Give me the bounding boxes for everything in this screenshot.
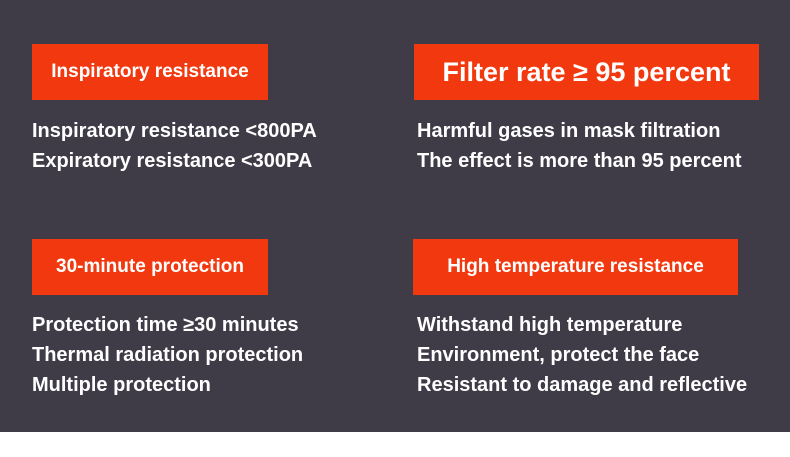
feature-panel: Inspiratory resistance Inspiratory resis… [0,0,790,432]
feature-line: Protection time ≥30 minutes [32,314,299,336]
feature-line: Inspiratory resistance <800PA [32,120,317,142]
feature-line: Expiratory resistance <300PA [32,150,313,172]
feature-description-high-temperature-resistance: Withstand high temperature Environment, … [417,310,747,400]
feature-line: Withstand high temperature [417,314,683,336]
feature-description-30-minute-protection: Protection time ≥30 minutes Thermal radi… [32,310,303,400]
feature-description-inspiratory-resistance: Inspiratory resistance <800PA Expiratory… [32,116,317,176]
feature-line: The effect is more than 95 percent [417,150,742,172]
feature-line: Environment, protect the face [417,344,700,366]
feature-description-filter-rate: Harmful gases in mask filtration The eff… [417,116,742,176]
feature-line: Thermal radiation protection [32,344,304,366]
feature-line: Harmful gases in mask filtration [417,120,721,142]
feature-title-filter-rate: Filter rate ≥ 95 percent [414,44,759,100]
feature-title-inspiratory-resistance: Inspiratory resistance [32,44,268,100]
feature-line: Multiple protection [32,374,211,396]
feature-title-high-temperature-resistance: High temperature resistance [413,239,738,295]
feature-line: Resistant to damage and reflective [417,374,748,396]
feature-title-30-minute-protection: 30-minute protection [32,239,268,295]
